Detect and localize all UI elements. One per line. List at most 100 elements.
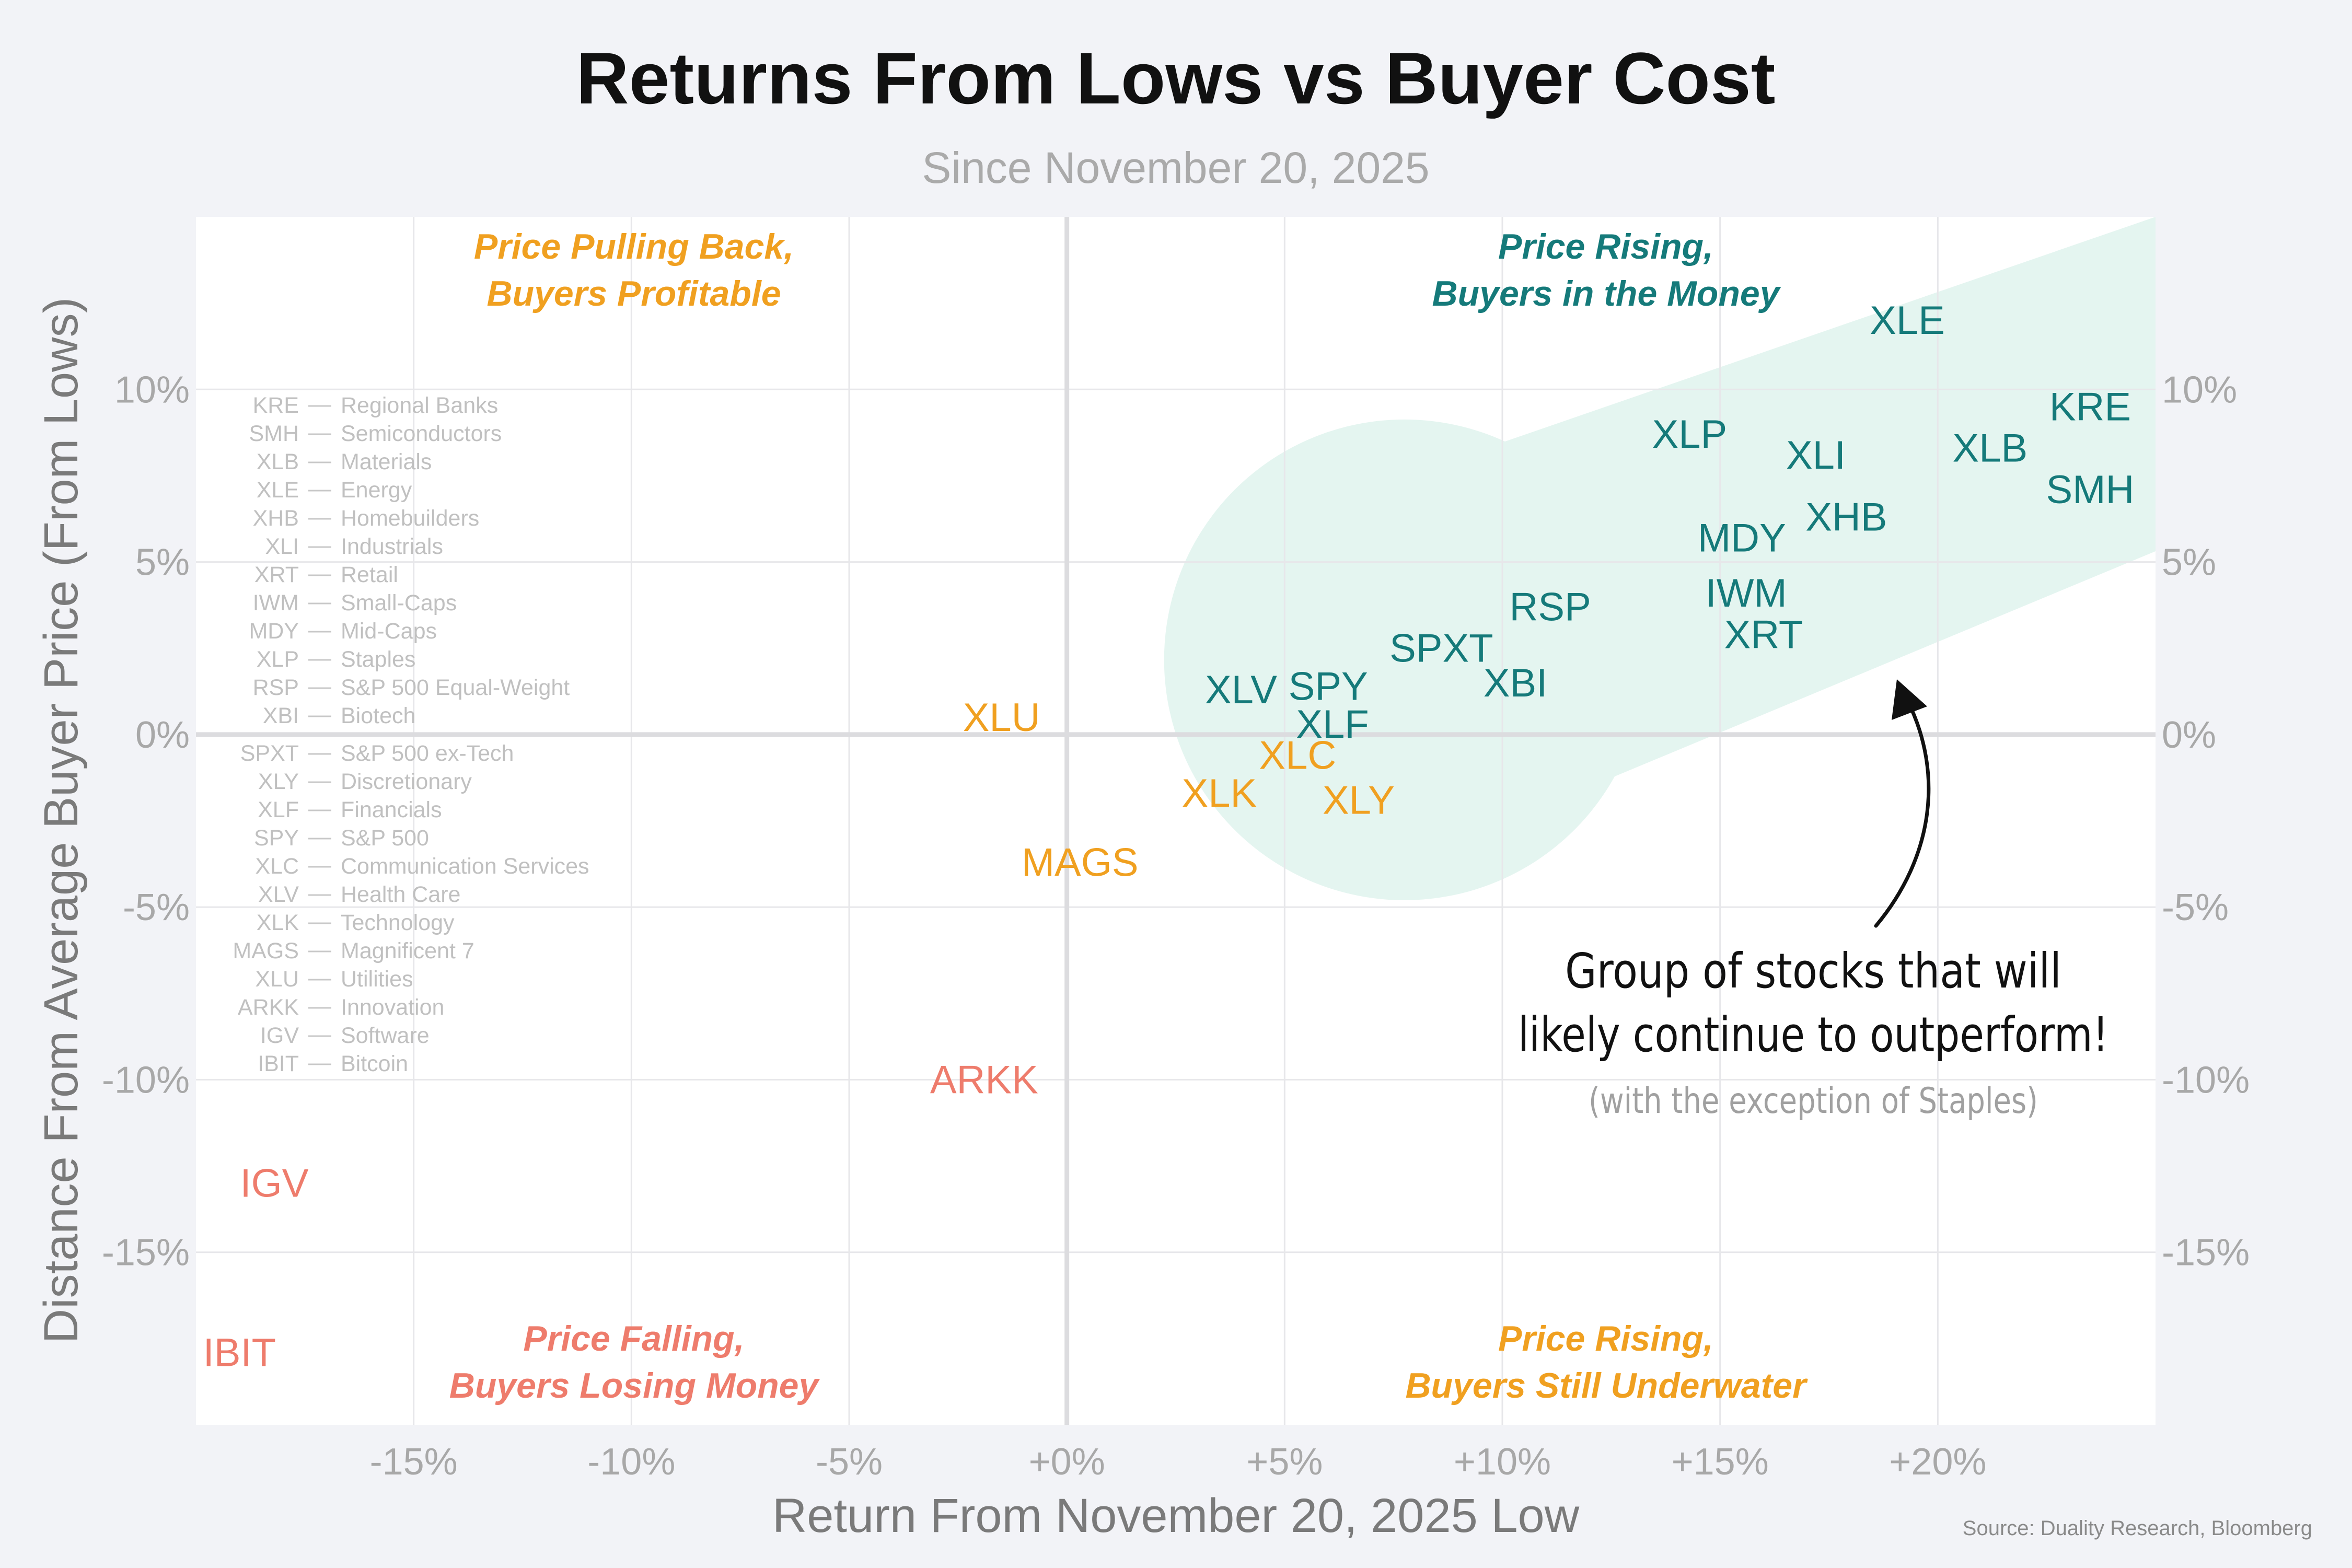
quadrant-bottom-left-line-2: Buyers Losing Money bbox=[449, 1366, 820, 1406]
zero-lines bbox=[196, 217, 2156, 1425]
annotation-arrowhead-icon bbox=[1892, 679, 1927, 720]
legend-item-kre: KRE Regional Banks bbox=[253, 393, 499, 418]
quadrant-bottom-right-line-2: Buyers Still Underwater bbox=[1405, 1366, 1808, 1406]
x-tick-label: +20% bbox=[1889, 1441, 1986, 1483]
legend-item-iwm: IWM Small-Caps bbox=[253, 590, 457, 615]
legend-item-rsp: RSP S&P 500 Equal-Weight bbox=[253, 675, 570, 700]
legend-ticker: XLY bbox=[258, 769, 299, 794]
point-label-xlf: XLF bbox=[1296, 702, 1369, 747]
legend-name: Retail bbox=[341, 562, 398, 587]
x-axis-title: Return From November 20, 2025 Low bbox=[772, 1489, 1580, 1542]
quadrant-top-left-line-2: Buyers Profitable bbox=[486, 274, 781, 313]
legend-item-xbi: XBI Biotech bbox=[263, 703, 416, 728]
y-axis-ticks-left: 10% 5% 0% -5% -10% -15% bbox=[102, 369, 190, 1273]
legend-name: Small-Caps bbox=[341, 590, 457, 615]
legend-name: S&P 500 Equal-Weight bbox=[341, 675, 570, 700]
legend-item-xlp: XLP Staples bbox=[257, 647, 416, 672]
legend-item-mdy: MDY Mid-Caps bbox=[249, 619, 437, 644]
legend-name: Bitcoin bbox=[341, 1051, 408, 1076]
legend-item-xli: XLI Industrials bbox=[265, 534, 443, 559]
legend-ticker: XLI bbox=[265, 534, 299, 559]
quadrant-label-bottom-left: Price Falling, Buyers Losing Money bbox=[449, 1319, 820, 1406]
legend-name: Financials bbox=[341, 797, 442, 822]
legend-name: Discretionary bbox=[341, 769, 472, 794]
legend-name: Industrials bbox=[341, 534, 443, 559]
legend-name: Semiconductors bbox=[341, 421, 502, 446]
point-label-xlb: XLB bbox=[1953, 426, 2028, 471]
gridlines bbox=[196, 217, 2156, 1425]
legend-item-xlu: XLU Utilities bbox=[255, 967, 413, 992]
legend-name: S&P 500 bbox=[341, 826, 429, 851]
point-label-spy: SPY bbox=[1289, 664, 1368, 708]
legend-ticker: XRT bbox=[254, 562, 299, 587]
legend-name: Magnificent 7 bbox=[341, 938, 474, 963]
point-label-igv: IGV bbox=[240, 1162, 309, 1206]
point-label-xle: XLE bbox=[1870, 298, 1945, 343]
legend-item-xlc: XLC Communication Services bbox=[255, 854, 589, 879]
point-label-xlp: XLP bbox=[1652, 412, 1728, 457]
point-label-arkk: ARKK bbox=[930, 1058, 1038, 1102]
legend-item-xrt: XRT Retail bbox=[254, 562, 398, 587]
y-tick-label-left: -10% bbox=[102, 1059, 190, 1101]
legend-item-smh: SMH Semiconductors bbox=[249, 421, 502, 446]
point-label-spxt: SPXT bbox=[1389, 626, 1493, 671]
legend-item-spy: SPY S&P 500 bbox=[254, 826, 429, 851]
quadrant-bottom-left-line-1: Price Falling, bbox=[523, 1319, 744, 1358]
point-label-smh: SMH bbox=[2046, 468, 2135, 512]
quadrant-top-left-line-1: Price Pulling Back, bbox=[474, 227, 794, 266]
point-label-kre: KRE bbox=[2049, 385, 2131, 429]
legend-ticker: XLE bbox=[257, 478, 299, 503]
legend-name: Regional Banks bbox=[341, 393, 498, 418]
annotation-line-2: likely continue to outperform! bbox=[1518, 1007, 2108, 1063]
legend-name: Software bbox=[341, 1023, 430, 1048]
legend-name: Materials bbox=[341, 449, 432, 474]
legend-name: Communication Services bbox=[341, 854, 589, 879]
y-tick-label-right: 10% bbox=[2162, 369, 2237, 411]
quadrant-label-bottom-right: Price Rising, Buyers Still Underwater bbox=[1405, 1319, 1808, 1406]
source-note: Source: Duality Research, Bloomberg bbox=[1963, 1517, 2312, 1540]
x-tick-label: +10% bbox=[1454, 1441, 1551, 1483]
y-tick-label-left: -15% bbox=[102, 1232, 190, 1274]
legend-ticker: IWM bbox=[253, 590, 299, 615]
y-axis-title: Distance From Average Buyer Price (From … bbox=[34, 297, 88, 1343]
legend-ticker: RSP bbox=[253, 675, 299, 700]
quadrant-bottom-right-line-1: Price Rising, bbox=[1498, 1319, 1713, 1358]
outperform-highlight-band bbox=[1164, 217, 2156, 900]
legend-item-xly: XLY Discretionary bbox=[258, 769, 472, 794]
legend-ticker: MDY bbox=[249, 619, 299, 644]
legend-item-igv: IGV Software bbox=[260, 1023, 430, 1048]
legend: KRE Regional Banks SMH Semiconductors XLB Mat… bbox=[233, 393, 589, 1076]
point-label-xrt: XRT bbox=[1724, 612, 1803, 657]
point-label-mags: MAGS bbox=[1022, 840, 1139, 885]
x-tick-label: +0% bbox=[1029, 1441, 1105, 1483]
point-label-xlc: XLC bbox=[1259, 733, 1336, 777]
y-tick-label-left: 10% bbox=[114, 369, 190, 411]
legend-name: S&P 500 ex-Tech bbox=[341, 741, 514, 766]
y-tick-label-left: -5% bbox=[123, 887, 190, 928]
legend-ticker: XBI bbox=[263, 703, 299, 728]
legend-item-spxt: SPXT S&P 500 ex-Tech bbox=[240, 741, 514, 766]
legend-ticker: KRE bbox=[253, 393, 299, 418]
x-tick-label: +5% bbox=[1246, 1441, 1323, 1483]
x-tick-label: +15% bbox=[1672, 1441, 1769, 1483]
legend-ticker: ARKK bbox=[238, 995, 299, 1020]
legend-ticker: MAGS bbox=[233, 938, 299, 963]
point-label-mdy: MDY bbox=[1698, 516, 1786, 560]
annotation-line-3: (with the exception of Staples) bbox=[1589, 1081, 2038, 1122]
legend-ticker: XLK bbox=[257, 910, 299, 935]
legend-name: Utilities bbox=[341, 967, 413, 992]
y-tick-label-right: 5% bbox=[2162, 542, 2216, 584]
y-tick-label-right: -15% bbox=[2162, 1232, 2250, 1274]
data-points: XLE KRE XLB SMH XLP XLI XHB MDY IWM XRT RSP SPXT XBI… bbox=[203, 298, 2135, 1375]
legend-ticker: XHB bbox=[253, 506, 299, 531]
x-tick-label: -5% bbox=[816, 1441, 883, 1483]
y-tick-label-right: -10% bbox=[2162, 1059, 2250, 1101]
legend-item-xlv: XLV Health Care bbox=[258, 882, 461, 907]
legend-item-xlk: XLK Technology bbox=[257, 910, 455, 935]
legend-name: Mid-Caps bbox=[341, 619, 437, 644]
legend-name: Homebuilders bbox=[341, 506, 479, 531]
x-axis-ticks: -15% -10% -5% +0% +5% +10% +15% +20% bbox=[370, 1441, 1987, 1483]
point-label-xhb: XHB bbox=[1805, 495, 1887, 540]
legend-ticker: XLB bbox=[257, 449, 299, 474]
